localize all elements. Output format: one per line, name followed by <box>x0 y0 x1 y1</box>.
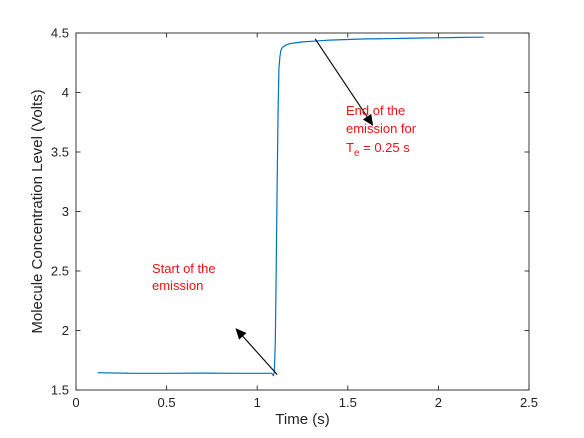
series-layer <box>97 36 484 377</box>
x-tick-label: 0 <box>72 395 79 410</box>
x-tick-label: 1 <box>254 395 261 410</box>
x-tick-label: 2 <box>435 395 442 410</box>
end-emission-label: End of the <box>346 103 405 118</box>
x-tick-label: 1.5 <box>339 395 357 410</box>
y-tick-label: 4.5 <box>51 26 69 41</box>
y-tick-label: 3 <box>62 204 69 219</box>
series-line <box>97 36 484 377</box>
x-axis-ticks: 0 0.5 1 1.5 2 2.5 <box>72 33 538 410</box>
plot-area-frame <box>75 32 530 391</box>
y-tick-label: 3.5 <box>51 145 69 160</box>
end-emission-duration: Te = 0.25 s <box>346 140 410 159</box>
x-tick-label: 0.5 <box>158 395 176 410</box>
end-emission-arrow <box>314 38 374 126</box>
x-tick-label: 2.5 <box>520 395 538 410</box>
start-emission-label: emission <box>152 278 203 293</box>
y-tick-label: 2 <box>62 323 69 338</box>
y-tick-label: 1.5 <box>51 383 69 398</box>
end-emission-label: emission for <box>346 121 417 136</box>
start-emission-label: Start of the <box>152 261 216 276</box>
y-axis-ticks: 1.5 2 2.5 3 3.5 4 4.5 <box>51 26 529 398</box>
y-tick-label: 2.5 <box>51 264 69 279</box>
annotation-layer: Start of the emission End of the emission f… <box>152 38 417 375</box>
start-emission-arrow <box>235 328 278 375</box>
y-tick-label: 4 <box>62 85 69 100</box>
x-axis-label: Time (s) <box>275 411 329 428</box>
y-axis-label: Molecule Concentration Level (Volts) <box>29 89 46 333</box>
